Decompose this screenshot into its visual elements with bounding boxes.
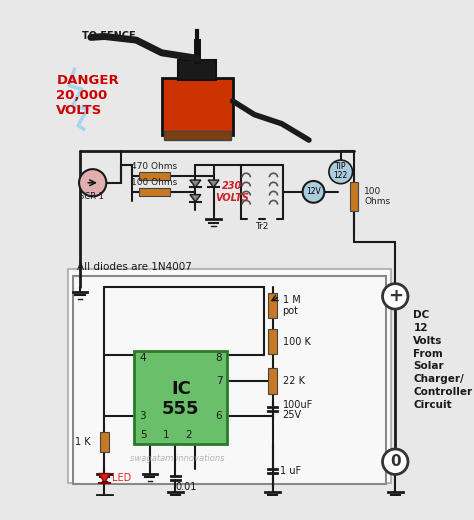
Text: 12V: 12V	[306, 187, 321, 197]
Text: 4: 4	[139, 353, 146, 363]
Bar	[135, 351, 227, 444]
Text: 2: 2	[186, 431, 192, 440]
Text: 8: 8	[216, 353, 222, 363]
Text: 3: 3	[139, 411, 146, 421]
Text: 0: 0	[390, 454, 401, 469]
Circle shape	[329, 160, 353, 184]
Text: Tr2: Tr2	[255, 222, 268, 231]
Text: DANGER
20,000
VOLTS: DANGER 20,000 VOLTS	[56, 74, 119, 116]
Bar	[162, 79, 233, 135]
Bar	[139, 188, 170, 196]
Bar	[73, 276, 386, 484]
Text: All diodes are 1N4007: All diodes are 1N4007	[77, 262, 192, 272]
Circle shape	[302, 181, 324, 203]
Text: 1: 1	[163, 431, 170, 440]
Text: TO FENCE: TO FENCE	[82, 31, 136, 41]
Text: 100
Ohms: 100 Ohms	[365, 187, 391, 206]
Bar	[100, 432, 109, 452]
Text: 1 M
pot: 1 M pot	[283, 295, 301, 316]
Circle shape	[383, 283, 408, 309]
Text: 0.01: 0.01	[175, 482, 197, 492]
Bar	[178, 60, 216, 80]
Bar	[68, 269, 391, 483]
Text: 5: 5	[140, 431, 147, 440]
Bar	[268, 293, 277, 318]
Text: 22 K: 22 K	[283, 376, 305, 386]
Text: 6: 6	[216, 411, 222, 421]
Circle shape	[79, 169, 106, 197]
Polygon shape	[190, 194, 201, 202]
Text: +: +	[388, 288, 403, 305]
Text: LED: LED	[112, 473, 131, 483]
Text: SCR 1: SCR 1	[79, 192, 104, 201]
Text: DC
12
Volts
From
Solar
Charger/
Controller
Circuit: DC 12 Volts From Solar Charger/ Controll…	[413, 310, 473, 410]
Text: 230
VOLTS: 230 VOLTS	[215, 181, 249, 203]
Circle shape	[383, 449, 408, 474]
Polygon shape	[208, 180, 219, 187]
Text: TIP
122: TIP 122	[334, 162, 348, 180]
Polygon shape	[190, 180, 201, 187]
Bar	[139, 172, 170, 180]
Text: 1 K: 1 K	[75, 437, 91, 447]
Bar	[164, 131, 231, 140]
Text: 100uF
25V: 100uF 25V	[283, 399, 313, 420]
Text: 100 K: 100 K	[283, 337, 310, 347]
Text: 470 Ohms: 470 Ohms	[131, 162, 178, 171]
Text: 1 uF: 1 uF	[280, 466, 301, 476]
Bar	[268, 329, 277, 355]
Text: swagatam innovations: swagatam innovations	[130, 453, 224, 463]
Text: 100 Ohms: 100 Ohms	[131, 178, 178, 187]
Polygon shape	[99, 474, 110, 483]
Bar	[268, 368, 277, 394]
Bar	[350, 182, 358, 211]
Text: 7: 7	[216, 376, 222, 386]
Text: IC
555: IC 555	[162, 380, 200, 419]
